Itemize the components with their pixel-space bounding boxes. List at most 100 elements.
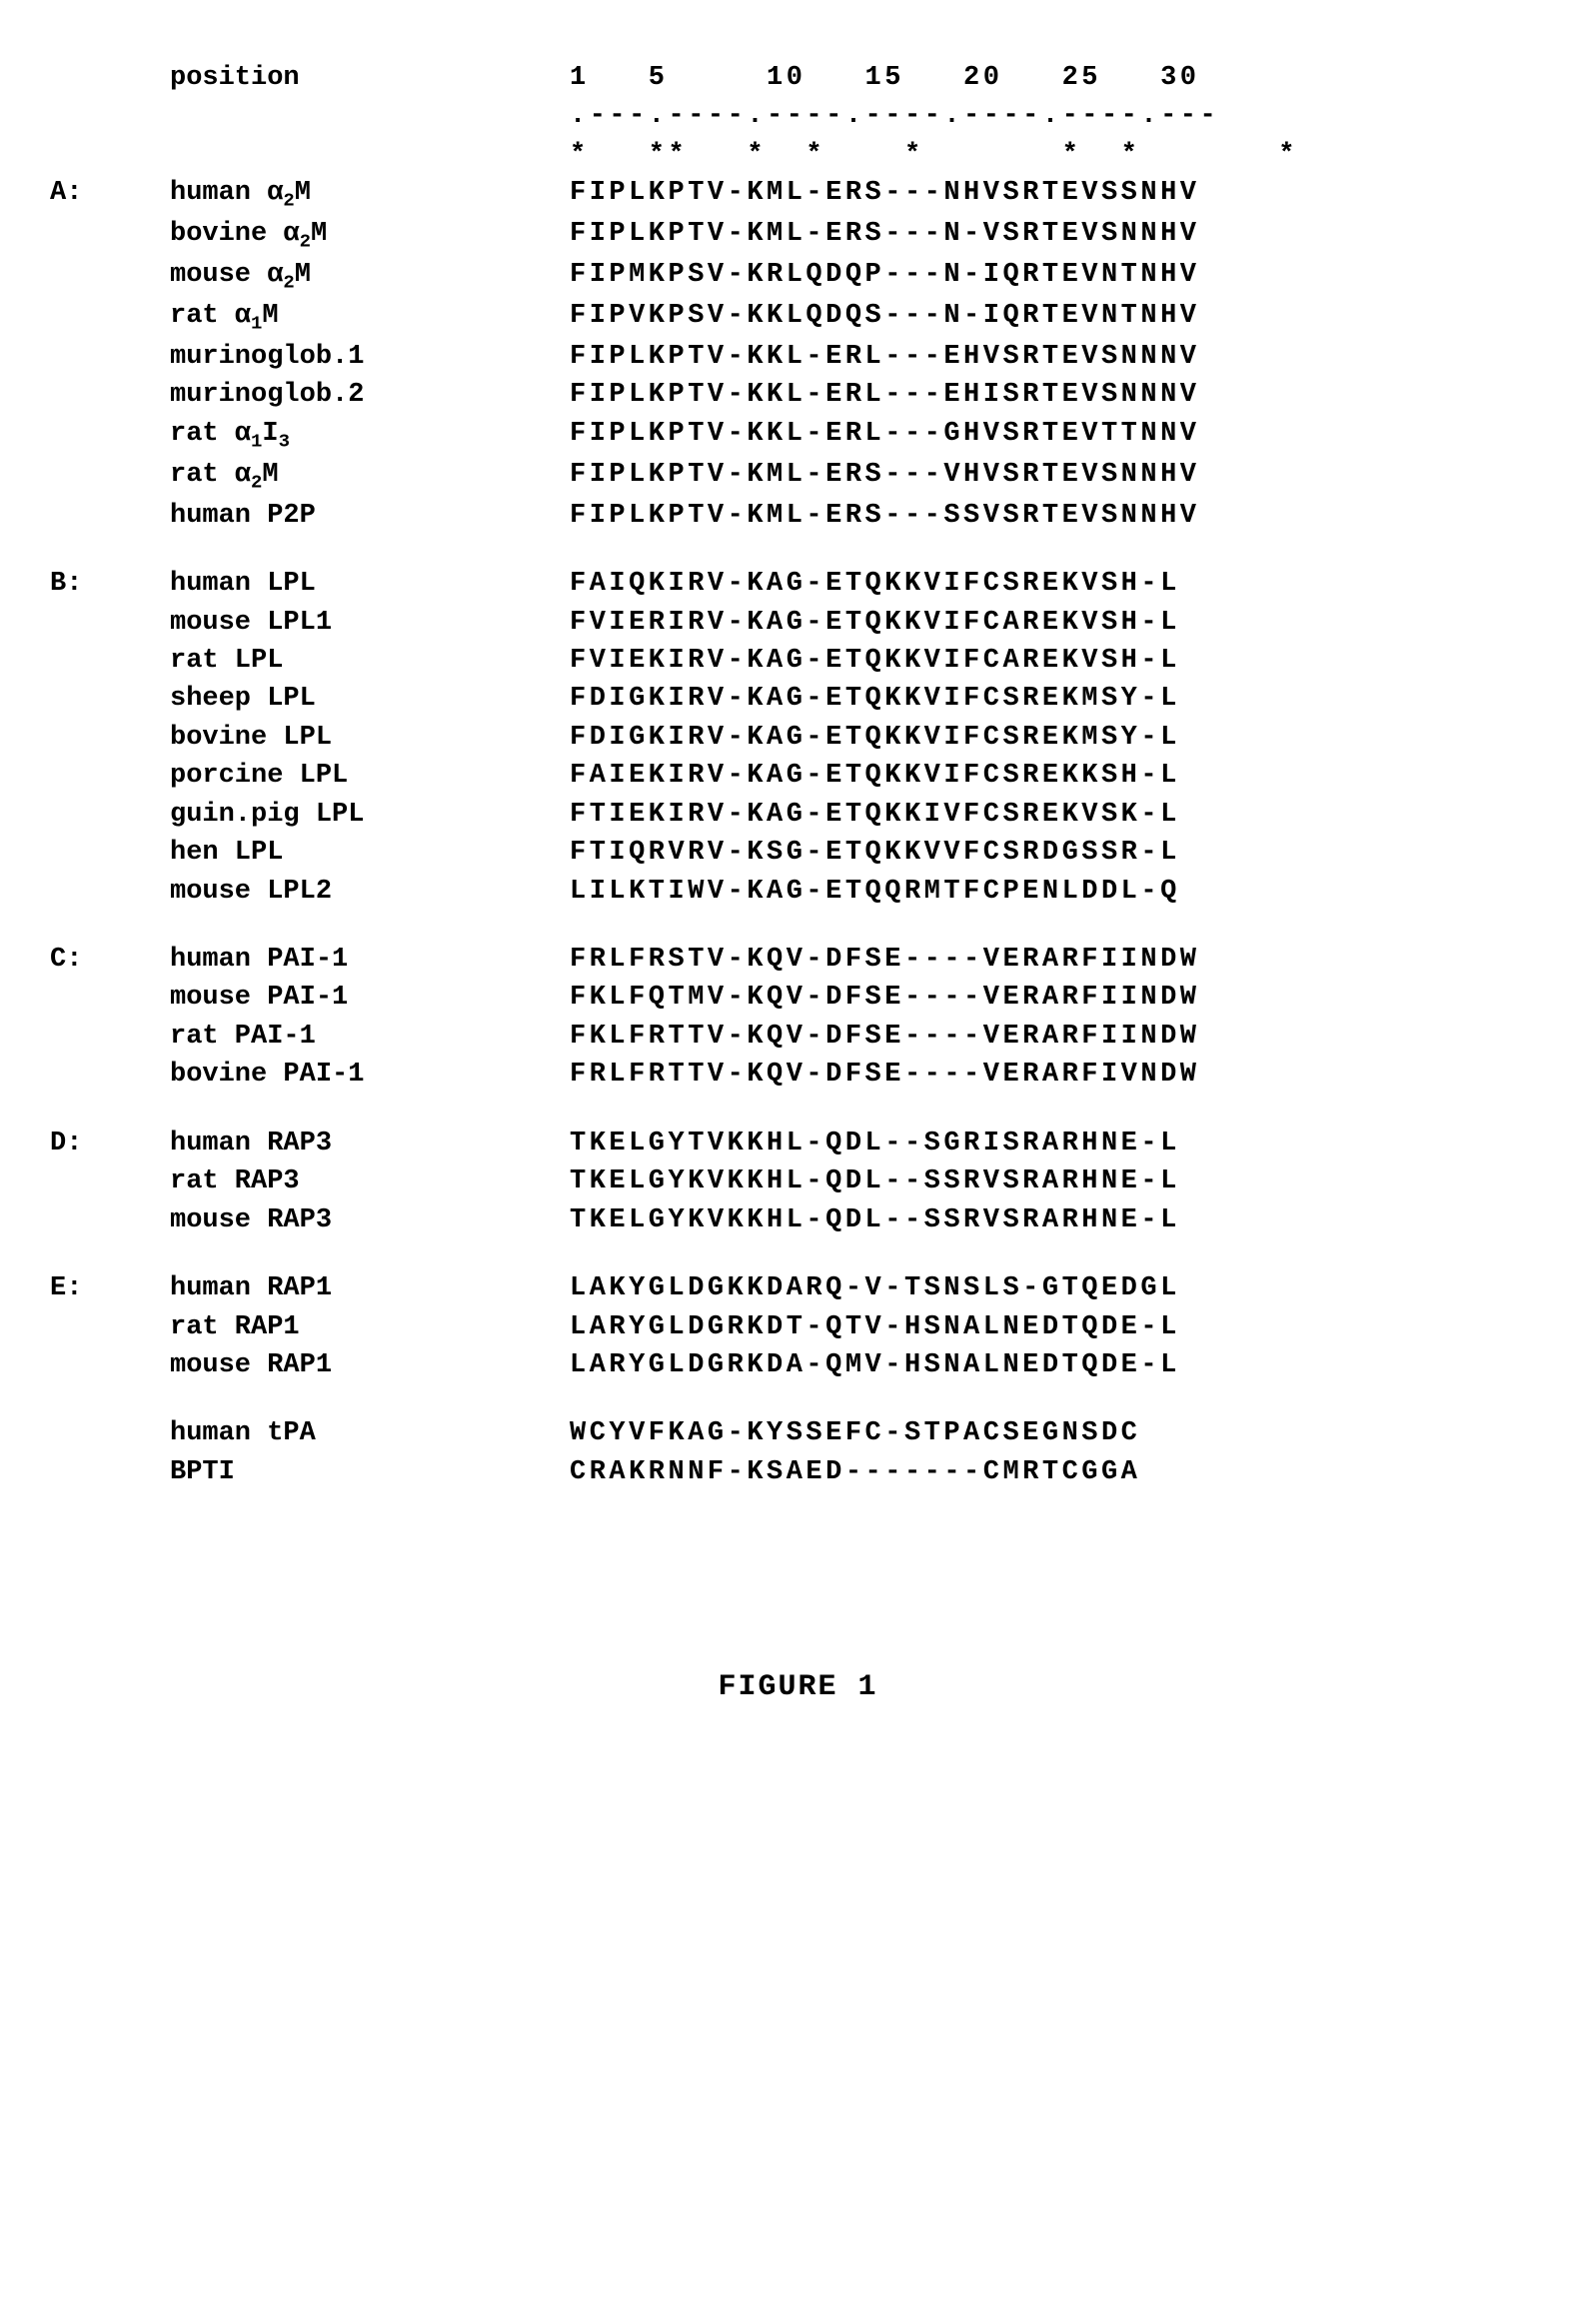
sequence-label: rat α2M (170, 457, 570, 496)
sequence-label: guin.pig LPL (170, 797, 570, 833)
sequence-row: rat α1I3FIPLKPTV-KKL-ERL---GHVSRTEVTTNNV (50, 416, 1546, 455)
sequence-label: human RAP3 (170, 1126, 570, 1161)
sequence-row: B:human LPLFAIQKIRV-KAG-ETQKKVIFCSREKVSH… (50, 566, 1546, 602)
group-prefix: D: (50, 1126, 170, 1161)
group-gap (50, 1385, 1546, 1415)
sequence-row: rat RAP3TKELGYKVKKHL-QDL--SSRVSRARHNE-L (50, 1163, 1546, 1199)
sequence-label: sheep LPL (170, 681, 570, 717)
sequence-row: bovine α2MFIPLKPTV-KML-ERS---N-VSRTEVSNN… (50, 216, 1546, 255)
group-prefix (50, 1202, 170, 1238)
sequence-row: rat α2MFIPLKPTV-KML-ERS---VHVSRTEVSNNHV (50, 457, 1546, 496)
sequence-label: mouse LPL1 (170, 605, 570, 641)
sequence: TKELGYKVKKHL-QDL--SSRVSRARHNE-L (570, 1202, 1180, 1238)
sequence-label: mouse RAP3 (170, 1202, 570, 1238)
group-prefix (50, 1309, 170, 1345)
sequence: FDIGKIRV-KAG-ETQKKVIFCSREKMSY-L (570, 720, 1180, 756)
group-prefix (50, 1415, 170, 1451)
sequence: FAIQKIRV-KAG-ETQKKVIFCSREKVSH-L (570, 566, 1180, 602)
group-gap (50, 536, 1546, 566)
sequence: FIPMKPSV-KRLQDQP---N-IQRTEVNTNHV (570, 257, 1199, 296)
sequence: LARYGLDGRKDT-QTV-HSNALNEDTQDE-L (570, 1309, 1180, 1345)
sequence: FIPLKPTV-KML-ERS---SSVSRTEVSNNHV (570, 498, 1199, 534)
sequence-row: mouse LPL2LILKTIWV-KAG-ETQQRMTFCPENLDDL-… (50, 874, 1546, 910)
sequence-label: mouse α2M (170, 257, 570, 296)
sequence-label: hen LPL (170, 835, 570, 871)
sequence: FVIERIRV-KAG-ETQKKVIFCAREKVSH-L (570, 605, 1180, 641)
sequence-row: mouse RAP1LARYGLDGRKDA-QMV-HSNALNEDTQDE-… (50, 1347, 1546, 1383)
sequence-label: rat LPL (170, 643, 570, 679)
sequence-label: human α2M (170, 175, 570, 214)
sequence-label: rat α1M (170, 298, 570, 337)
sequence: CRAKRNNF-KSAED-------CMRTCGGA (570, 1454, 1140, 1490)
sequence-label: human RAP1 (170, 1270, 570, 1306)
sequence-row: mouse α2MFIPMKPSV-KRLQDQP---N-IQRTEVNTNH… (50, 257, 1546, 296)
group-prefix (50, 835, 170, 871)
sequence: FTIEKIRV-KAG-ETQKKIVFCSREKVSK-L (570, 797, 1180, 833)
sequence-label: rat α1I3 (170, 416, 570, 455)
sequence-row: mouse PAI-1FKLFQTMV-KQV-DFSE----VERARFII… (50, 980, 1546, 1016)
position-numbers: 1 5 10 15 20 25 30 (570, 60, 1199, 96)
sequence: FIPLKPTV-KML-ERS---N-VSRTEVSNNHV (570, 216, 1199, 255)
sequence-row: murinoglob.1FIPLKPTV-KKL-ERL---EHVSRTEVS… (50, 339, 1546, 375)
sequence-row: E:human RAP1LAKYGLDGKKDARQ-V-TSNSLS-GTQE… (50, 1270, 1546, 1306)
sequence: LILKTIWV-KAG-ETQQRMTFCPENLDDL-Q (570, 874, 1180, 910)
group-prefix (50, 1163, 170, 1199)
group-prefix (50, 298, 170, 337)
sequence: FIPLKPTV-KML-ERS---NHVSRTEVSSNHV (570, 175, 1199, 214)
group-prefix: A: (50, 175, 170, 214)
sequence: FIPLKPTV-KKL-ERL---EHVSRTEVSNNNV (570, 339, 1199, 375)
group-prefix (50, 797, 170, 833)
sequence: FIPLKPTV-KML-ERS---VHVSRTEVSNNHV (570, 457, 1199, 496)
sequence-label: human LPL (170, 566, 570, 602)
group-prefix (50, 339, 170, 375)
position-label: position (170, 60, 570, 96)
sequence-row: rat PAI-1FKLFRTTV-KQV-DFSE----VERARFIIND… (50, 1019, 1546, 1055)
sequence: FVIEKIRV-KAG-ETQKKVIFCAREKVSH-L (570, 643, 1180, 679)
group-prefix (50, 216, 170, 255)
group-gap (50, 1096, 1546, 1126)
group-prefix (50, 720, 170, 756)
sequence-label: mouse LPL2 (170, 874, 570, 910)
sequence-row: C:human PAI-1FRLFRSTV-KQV-DFSE----VERARF… (50, 942, 1546, 978)
group-prefix (50, 1347, 170, 1383)
group-prefix (50, 1057, 170, 1093)
sequence: FIPVKPSV-KKLQDQS---N-IQRTEVNTNHV (570, 298, 1199, 337)
conservation-stars: * ** * * * * * * (570, 137, 1298, 173)
stars-row: * ** * * * * * * (50, 137, 1546, 173)
group-prefix: C: (50, 942, 170, 978)
group-prefix (50, 1019, 170, 1055)
sequence-row: A:human α2MFIPLKPTV-KML-ERS---NHVSRTEVSS… (50, 175, 1546, 214)
group-gap (50, 1240, 1546, 1270)
group-gap (50, 912, 1546, 942)
sequence-row: bovine LPLFDIGKIRV-KAG-ETQKKVIFCSREKMSY-… (50, 720, 1546, 756)
sequence-row: rat α1MFIPVKPSV-KKLQDQS---N-IQRTEVNTNHV (50, 298, 1546, 337)
sequence-row: porcine LPLFAIEKIRV-KAG-ETQKKVIFCSREKKSH… (50, 758, 1546, 794)
sequence-label: porcine LPL (170, 758, 570, 794)
sequence-label: rat RAP3 (170, 1163, 570, 1199)
sequence-row: mouse LPL1FVIERIRV-KAG-ETQKKVIFCAREKVSH-… (50, 605, 1546, 641)
group-prefix (50, 377, 170, 413)
sequence: FKLFRTTV-KQV-DFSE----VERARFIINDW (570, 1019, 1199, 1055)
group-prefix (50, 257, 170, 296)
sequence-row: BPTICRAKRNNF-KSAED-------CMRTCGGA (50, 1454, 1546, 1490)
sequence-label: murinoglob.2 (170, 377, 570, 413)
position-header: position 1 5 10 15 20 25 30 (50, 60, 1546, 96)
group-prefix: B: (50, 566, 170, 602)
sequence-label: human tPA (170, 1415, 570, 1451)
group-prefix (50, 681, 170, 717)
sequence-label: human PAI-1 (170, 942, 570, 978)
sequence-label: bovine PAI-1 (170, 1057, 570, 1093)
group-prefix (50, 1454, 170, 1490)
ruler: .---.----.----.----.----.----.--- (570, 98, 1219, 134)
sequence-row: murinoglob.2FIPLKPTV-KKL-ERL---EHISRTEVS… (50, 377, 1546, 413)
sequence-label: bovine LPL (170, 720, 570, 756)
sequence-row: human P2PFIPLKPTV-KML-ERS---SSVSRTEVSNNH… (50, 498, 1546, 534)
sequence-label: rat RAP1 (170, 1309, 570, 1345)
sequence: FIPLKPTV-KKL-ERL---EHISRTEVSNNNV (570, 377, 1199, 413)
sequence-label: murinoglob.1 (170, 339, 570, 375)
sequence: TKELGYKVKKHL-QDL--SSRVSRARHNE-L (570, 1163, 1180, 1199)
sequence-row: hen LPLFTIQRVRV-KSG-ETQKKVVFCSRDGSSR-L (50, 835, 1546, 871)
sequence: FRLFRSTV-KQV-DFSE----VERARFIINDW (570, 942, 1199, 978)
group-prefix (50, 457, 170, 496)
sequence-row: rat LPLFVIEKIRV-KAG-ETQKKVIFCAREKVSH-L (50, 643, 1546, 679)
